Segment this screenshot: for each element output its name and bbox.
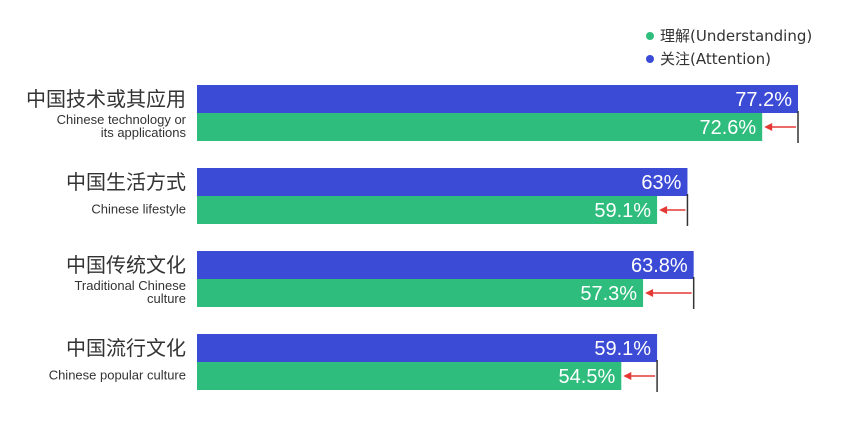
bar-attention-0 xyxy=(197,85,798,113)
category-en-3-0: Chinese popular culture xyxy=(49,368,186,383)
label-attention-1: 63% xyxy=(641,172,681,194)
label-attention-0: 77.2% xyxy=(735,89,792,111)
label-understanding-2: 57.3% xyxy=(580,283,637,305)
label-attention-3: 59.1% xyxy=(594,338,651,360)
category-en-1-0: Chinese lifestyle xyxy=(91,202,186,217)
bar-attention-2 xyxy=(197,251,694,279)
category-zh-0: 中国技术或其应用 xyxy=(26,87,186,111)
category-en-0-1: its applications xyxy=(101,125,187,140)
bar-attention-1 xyxy=(197,168,688,196)
gap-arrow-head-0 xyxy=(764,123,773,131)
label-understanding-1: 59.1% xyxy=(594,200,651,222)
gap-arrow-head-1 xyxy=(659,206,668,214)
category-en-2-0: Traditional Chinese xyxy=(74,278,186,293)
bar-understanding-3 xyxy=(197,362,622,390)
gap-arrow-head-3 xyxy=(623,372,632,380)
label-understanding-3: 54.5% xyxy=(559,366,616,388)
legend-label-attention: 关注(Attention) xyxy=(660,50,771,68)
category-zh-1: 中国生活方式 xyxy=(66,170,186,194)
label-understanding-0: 72.6% xyxy=(699,117,756,139)
legend-item-understanding: 理解(Understanding) xyxy=(646,24,812,47)
legend-dot-attention xyxy=(646,54,654,63)
bar-understanding-0 xyxy=(197,113,763,141)
bar-understanding-2 xyxy=(197,279,644,307)
category-zh-3: 中国流行文化 xyxy=(66,336,186,360)
label-attention-2: 63.8% xyxy=(631,255,688,277)
bar-understanding-1 xyxy=(197,196,658,224)
category-en-2-1: culture xyxy=(147,291,186,306)
legend-item-attention: 关注(Attention) xyxy=(646,47,812,70)
legend: 理解(Understanding) 关注(Attention) xyxy=(646,24,812,70)
category-zh-2: 中国传统文化 xyxy=(66,253,186,277)
legend-dot-understanding xyxy=(646,31,654,40)
category-en-0-0: Chinese technology or xyxy=(57,112,187,127)
legend-label-understanding: 理解(Understanding) xyxy=(660,27,813,45)
bar-attention-3 xyxy=(197,334,658,362)
gap-arrow-head-2 xyxy=(645,289,654,297)
